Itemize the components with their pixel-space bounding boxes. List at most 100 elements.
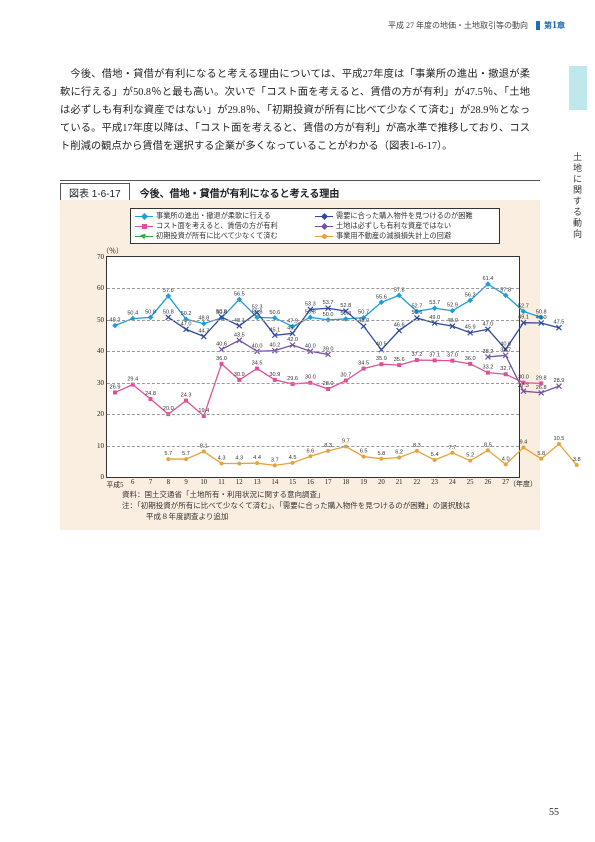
x-tick-label: 21: [396, 479, 403, 486]
svg-text:30.9: 30.9: [234, 372, 245, 378]
legend-item: コスト面を考えると、賃借の方が有利: [135, 221, 315, 231]
svg-text:5.4: 5.4: [431, 452, 439, 458]
svg-text:50.4: 50.4: [127, 311, 138, 317]
svg-text:4.5: 4.5: [289, 455, 297, 461]
x-tick-label: 23: [431, 479, 438, 486]
svg-text:56.2: 56.2: [465, 292, 476, 298]
svg-text:9.7: 9.7: [342, 439, 350, 445]
svg-text:50.8: 50.8: [145, 309, 156, 315]
x-tick-label: 24: [449, 479, 456, 486]
svg-text:27.3: 27.3: [518, 383, 529, 389]
svg-text:4.0: 4.0: [502, 456, 510, 462]
legend-item: 初期投資が所有に比べて少なくて済む: [135, 231, 315, 241]
page-header: 平成 27 年度の地価・土地取引等の動向 第1章: [388, 20, 565, 31]
svg-text:47.5: 47.5: [554, 320, 565, 326]
svg-text:24.3: 24.3: [181, 393, 192, 399]
svg-text:37.0: 37.0: [447, 353, 458, 359]
y-unit: （％）: [102, 246, 123, 256]
legend-label: 事業用不動産の減損損失計上の回避: [336, 231, 451, 241]
svg-text:4.3: 4.3: [218, 455, 226, 461]
svg-text:5.2: 5.2: [466, 453, 474, 459]
svg-text:37.1: 37.1: [429, 352, 440, 358]
plot-area: 48.250.450.857.650.248.850.656.550.850.6…: [106, 256, 520, 478]
svg-text:52.8: 52.8: [340, 303, 351, 309]
svg-text:5.7: 5.7: [164, 451, 172, 457]
svg-text:29.8: 29.8: [536, 375, 547, 381]
legend-label: 事業所の進出・撤退が柔軟に行える: [156, 211, 271, 221]
x-tick-label: 25: [467, 479, 474, 486]
svg-text:46.6: 46.6: [394, 323, 405, 329]
svg-text:52.3: 52.3: [252, 305, 263, 311]
svg-text:40.6: 40.6: [216, 341, 227, 347]
svg-text:20.0: 20.0: [163, 406, 174, 412]
svg-text:36.0: 36.0: [216, 356, 227, 362]
svg-text:61.4: 61.4: [482, 276, 493, 282]
svg-text:47.0: 47.0: [482, 321, 493, 327]
x-tick-label: 19: [360, 479, 367, 486]
svg-text:52.7: 52.7: [518, 303, 529, 309]
legend-label: 初期投資が所有に比べて少なくて済む: [156, 231, 278, 241]
y-tick-label: 10: [97, 442, 104, 450]
svg-text:29.6: 29.6: [287, 376, 298, 382]
y-tick-label: 70: [97, 253, 104, 261]
y-tick-label: 50: [97, 316, 104, 324]
x-tick-label: 26: [485, 479, 492, 486]
x-tick-label: 11: [218, 479, 225, 486]
x-tick-label: 20: [378, 479, 385, 486]
legend-swatch: [315, 212, 333, 220]
svg-text:50.7: 50.7: [358, 310, 369, 316]
svg-text:50.6: 50.6: [411, 310, 422, 316]
svg-text:4.4: 4.4: [253, 455, 261, 461]
breadcrumb: 平成 27 年度の地価・土地取引等の動向: [388, 21, 528, 30]
svg-text:53.7: 53.7: [429, 300, 440, 306]
svg-text:42.0: 42.0: [287, 337, 298, 343]
svg-text:24.8: 24.8: [145, 391, 156, 397]
x-tick-label: 9: [184, 479, 187, 486]
svg-text:49.0: 49.0: [536, 315, 547, 321]
side-tab: [569, 66, 587, 110]
x-tick-label: 10: [200, 479, 207, 486]
svg-text:28.9: 28.9: [554, 378, 565, 384]
svg-text:32.7: 32.7: [500, 366, 511, 372]
svg-text:52.9: 52.9: [447, 303, 458, 309]
x-tick-label: 7: [149, 479, 152, 486]
svg-text:5.7: 5.7: [182, 451, 190, 457]
x-tick-label: 13: [254, 479, 261, 486]
legend-item: 事業所の進出・撤退が柔軟に行える: [135, 211, 315, 221]
svg-text:50.9: 50.9: [216, 309, 227, 315]
svg-text:30.7: 30.7: [340, 373, 351, 379]
svg-text:10.5: 10.5: [554, 436, 565, 442]
svg-text:6.5: 6.5: [360, 449, 368, 455]
svg-text:30.0: 30.0: [305, 375, 316, 381]
svg-text:26.9: 26.9: [110, 384, 121, 390]
svg-text:30.0: 30.0: [518, 375, 529, 381]
svg-text:9.4: 9.4: [520, 439, 528, 445]
svg-text:44.7: 44.7: [198, 329, 209, 335]
svg-text:6.6: 6.6: [306, 448, 314, 454]
legend-label: 需要に合った購入物件を見つけるのが困難: [336, 211, 473, 221]
svg-text:53.3: 53.3: [305, 301, 316, 307]
y-tick-label: 60: [97, 284, 104, 292]
svg-text:52.7: 52.7: [411, 303, 422, 309]
chart-notes: 資料：国土交通省「土地所有・利用状況に関する意向調査」 注：「初期投資が所有に比…: [122, 490, 522, 523]
svg-text:3.7: 3.7: [271, 457, 279, 463]
x-tick-label: 14: [271, 479, 278, 486]
chart-svg: 48.250.450.857.650.248.850.656.550.850.6…: [107, 257, 519, 477]
x-tick-label: 18: [342, 479, 349, 486]
svg-text:55.6: 55.6: [376, 294, 387, 300]
svg-text:5.8: 5.8: [377, 451, 385, 457]
svg-text:35.9: 35.9: [376, 356, 387, 362]
body-paragraph: 今後、借地・貸借が有利になると考える理由については、平成27年度は「事業所の進出…: [60, 66, 530, 156]
legend-label: 土地は必ずしも有利な資産ではない: [336, 221, 451, 231]
legend-swatch: [135, 212, 153, 220]
svg-text:19.4: 19.4: [198, 408, 209, 414]
svg-text:45.9: 45.9: [465, 325, 476, 331]
svg-text:4.3: 4.3: [235, 455, 243, 461]
svg-text:53.7: 53.7: [323, 300, 334, 306]
legend-swatch: [315, 232, 333, 240]
svg-text:50.2: 50.2: [181, 311, 192, 317]
legend-swatch: [135, 222, 153, 230]
svg-text:50.6: 50.6: [269, 310, 280, 316]
chart-legend: 事業所の進出・撤退が柔軟に行える 需要に合った購入物件を見つけるのが困難コスト面を…: [130, 208, 500, 244]
svg-text:40.0: 40.0: [305, 343, 316, 349]
